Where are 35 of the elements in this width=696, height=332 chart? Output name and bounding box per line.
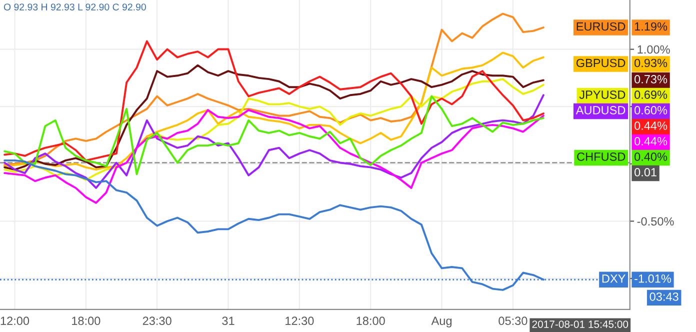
x-tick-label: 31 (222, 316, 234, 326)
y-tick-label: -0.50% (637, 217, 674, 226)
line-series (4, 78, 544, 181)
ref-line-label: 0.01 (634, 168, 656, 176)
line-series (4, 94, 544, 189)
text: 0.73% (634, 75, 668, 84)
x-tick-label: 12:00 (0, 316, 30, 326)
text: 0.40% (634, 152, 668, 161)
legend-label: AUDUSD (576, 106, 626, 114)
text: 0.44% (634, 137, 668, 146)
text: 2017-08-01 15:45:00 (532, 320, 628, 328)
x-tick-label: 23:30 (142, 316, 172, 326)
x-tick-label: 05:30 (498, 316, 528, 326)
annotation: O 92.93 H 92.93 L 92.90 C 92.90 (4, 4, 146, 10)
text: 0.60% (634, 106, 668, 114)
legend-label: DXY (602, 274, 626, 283)
legend-label: EURUSD (576, 22, 626, 31)
legend-label: GBPUSD (576, 58, 626, 68)
line-series (4, 40, 544, 162)
x-tick-label: 12:30 (286, 316, 314, 326)
text: 1.19% (634, 22, 668, 31)
x-tick-label: 18:00 (72, 316, 100, 326)
text: -1.01% (634, 274, 672, 283)
text: 0.69% (634, 90, 668, 99)
line-series (4, 12, 544, 166)
text: 0.93% (634, 58, 668, 68)
y-tick-label: 1.00% (638, 45, 670, 54)
legend-label: JPYUSD (579, 90, 626, 99)
legend-label: CHFUSD (577, 152, 626, 161)
x-tick-label: 18:00 (356, 316, 385, 326)
text: 0.44% (634, 122, 668, 130)
x-tick-label: Aug (431, 316, 452, 328)
line-series (4, 109, 544, 204)
text: 03:43 (650, 292, 678, 301)
line-series (4, 95, 544, 176)
